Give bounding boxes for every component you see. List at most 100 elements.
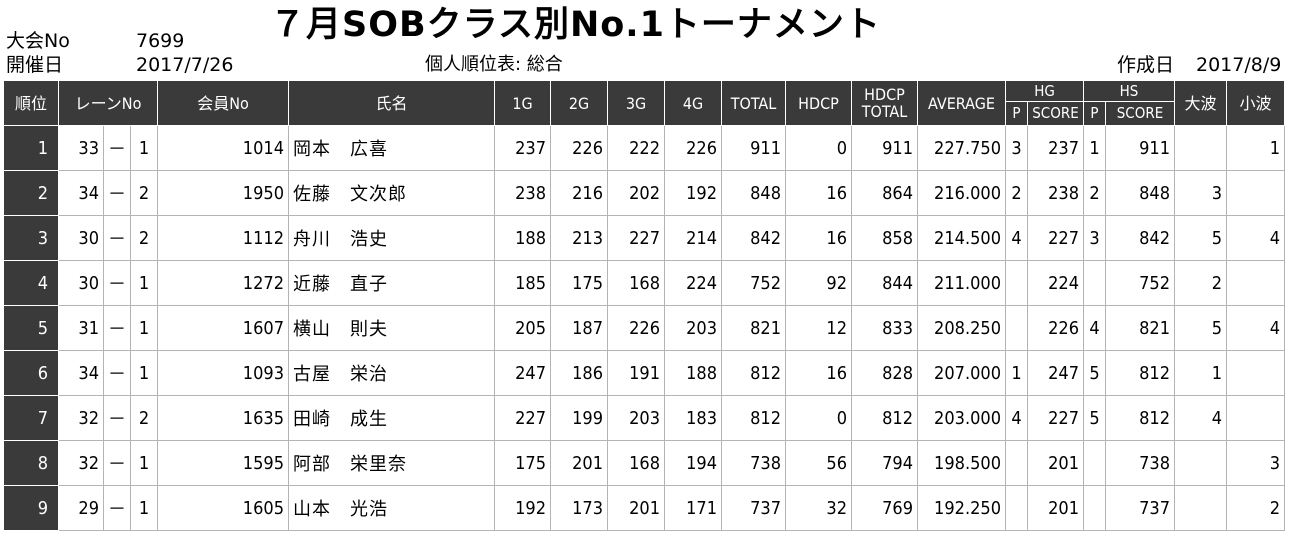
hdcp-total-cell: 833 [851,305,918,351]
hdcp-total-cell: 769 [851,485,918,531]
header-average: AVERAGE [917,80,1006,126]
table-row: 9 29 － 1 1605 山本 光浩 192 173 201 171 737 32 769 192.25… [3,485,1286,531]
hg-score-cell: 237 [1027,125,1084,171]
game4-cell: 183 [664,395,722,441]
hs-place-cell: 5 [1083,350,1106,396]
average-cell: 214.500 [917,215,1006,261]
hdcp-cell: 0 [785,395,852,441]
player-name-cell: 田崎 成生 [288,395,495,441]
header-member: 会員No [157,80,289,126]
hg-score-cell: 247 [1027,350,1084,396]
hs-score-cell: 812 [1104,350,1176,396]
header-hg: HG [1005,80,1084,102]
total-cell: 737 [721,485,786,531]
header-hdcp-total: HDCP TOTAL [851,80,918,126]
lane-pair-cell: 1 [130,350,158,396]
member-no-cell: 1950 [157,170,289,216]
small-wave-cell [1226,170,1286,216]
hg-score-cell: 201 [1027,440,1084,486]
total-cell: 848 [721,170,786,216]
game2-cell: 187 [550,305,608,351]
hs-place-cell: 5 [1083,395,1106,441]
lane-pair-cell: 1 [130,125,158,171]
lane-pair-cell: 1 [130,305,158,351]
hg-place-cell [1005,485,1028,531]
average-cell: 203.000 [917,395,1006,441]
hdcp-total-cell: 911 [851,125,918,171]
average-cell: 198.500 [917,440,1006,486]
small-wave-cell: 3 [1226,440,1286,486]
lane-separator-cell: － [103,170,131,216]
hg-score-cell: 238 [1027,170,1084,216]
lane-separator-cell: － [103,260,131,306]
hdcp-cell: 16 [785,215,852,261]
hg-place-cell [1005,260,1028,306]
hg-score-cell: 224 [1027,260,1084,306]
hg-place-cell: 3 [1005,125,1028,171]
total-cell: 812 [721,350,786,396]
game1-cell: 227 [494,395,551,441]
lane-separator-cell: － [103,395,131,441]
header-hg-score: SCORE [1027,101,1084,126]
hs-score-cell: 821 [1104,305,1176,351]
game4-cell: 188 [664,350,722,396]
table-row: 1 33 － 1 1014 岡本 広喜 237 226 222 226 911 0 911 227.750… [3,125,1286,171]
hdcp-cell: 0 [785,125,852,171]
lane-number-cell: 30 [58,260,104,306]
big-wave-cell: 3 [1174,170,1228,216]
lane-pair-cell: 2 [130,395,158,441]
small-wave-cell: 4 [1226,305,1286,351]
tournament-no-label: 大会No [6,30,70,52]
lane-number-cell: 34 [58,170,104,216]
game4-cell: 214 [664,215,722,261]
small-wave-cell: 4 [1226,215,1286,261]
tournament-no: 7699 [136,30,185,52]
created-label: 作成日 [1117,54,1175,76]
game1-cell: 205 [494,305,551,351]
header-hdcp: HDCP [785,80,852,126]
lane-pair-cell: 1 [130,485,158,531]
average-cell: 227.750 [917,125,1006,171]
big-wave-cell [1174,125,1228,171]
header-name: 氏名 [288,80,495,126]
page-title: ７月SOBクラス別No.1トーナメント [270,5,881,45]
total-cell: 738 [721,440,786,486]
member-no-cell: 1605 [157,485,289,531]
big-wave-cell [1174,440,1228,486]
game2-cell: 213 [550,215,608,261]
hdcp-cell: 56 [785,440,852,486]
rank-cell: 6 [3,350,59,396]
member-no-cell: 1272 [157,260,289,306]
hdcp-total-cell: 858 [851,215,918,261]
hs-score-cell: 911 [1104,125,1176,171]
game3-cell: 203 [607,395,665,441]
game1-cell: 247 [494,350,551,396]
game1-cell: 192 [494,485,551,531]
big-wave-cell [1174,485,1228,531]
header-rank: 順位 [3,80,59,126]
small-wave-cell: 1 [1226,125,1286,171]
header-hs-score: SCORE [1104,101,1176,126]
hdcp-cell: 12 [785,305,852,351]
game3-cell: 191 [607,350,665,396]
total-cell: 842 [721,215,786,261]
lane-number-cell: 33 [58,125,104,171]
page-subtitle: 個人順位表: 総合 [425,54,563,75]
table-row: 2 34 － 2 1950 佐藤 文次郎 238 216 202 192 848 16 864 216.0… [3,170,1286,216]
player-name-cell: 阿部 栄里奈 [288,440,495,486]
header-hdcp-total-line1: HDCP [864,85,905,104]
hg-score-cell: 227 [1027,395,1084,441]
game3-cell: 201 [607,485,665,531]
rank-cell: 9 [3,485,59,531]
game2-cell: 201 [550,440,608,486]
small-wave-cell [1226,350,1286,396]
game1-cell: 185 [494,260,551,306]
rank-cell: 8 [3,440,59,486]
hg-place-cell: 2 [1005,170,1028,216]
game4-cell: 224 [664,260,722,306]
lane-pair-cell: 1 [130,260,158,306]
average-cell: 216.000 [917,170,1006,216]
member-no-cell: 1093 [157,350,289,396]
hg-score-cell: 201 [1027,485,1084,531]
event-date: 2017/7/26 [136,54,234,76]
